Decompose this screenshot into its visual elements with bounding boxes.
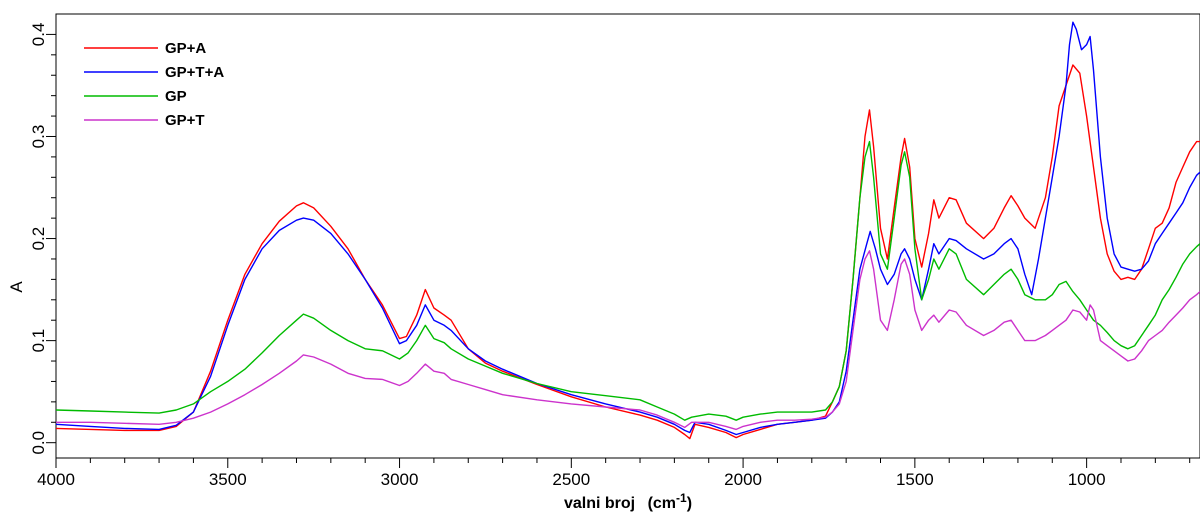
- series-line-1: [55, 21, 1200, 436]
- y-tick-label-1: 0.1: [29, 329, 48, 353]
- series-line-2: [55, 140, 1200, 421]
- legend-label-0: GP+A: [165, 40, 206, 57]
- x-tick-label-4000: 4000: [37, 470, 75, 489]
- x-axis-title-unit: (cm: [648, 495, 676, 512]
- legend-label-1: GP+T+A: [165, 64, 224, 81]
- x-axis-title-unit-exp: -1: [676, 491, 687, 505]
- x-tick-label-1500: 1500: [896, 470, 934, 489]
- legend-label-2: GP: [165, 88, 187, 105]
- x-axis-title-text: valni broj: [564, 495, 635, 512]
- x-axis: 4000 3500 3000 2500 2000 1500 1000: [37, 458, 1191, 489]
- x-tick-label-1000: 1000: [1068, 470, 1106, 489]
- series-layer: [55, 21, 1200, 440]
- x-axis-title: valni broj (cm-1): [564, 491, 692, 512]
- y-axis-title: A: [7, 281, 26, 293]
- legend: GP+A GP+T+A GP GP+T: [84, 40, 224, 129]
- legend-label-3: GP+T: [165, 112, 205, 129]
- x-tick-label-2500: 2500: [552, 470, 590, 489]
- x-axis-title-unit-close: ): [687, 495, 692, 512]
- y-axis: 0.0 0.1 0.2 0.3 0.4: [29, 23, 56, 455]
- series-line-3: [56, 250, 1200, 431]
- y-tick-label-0: 0.0: [29, 431, 48, 455]
- x-tick-label-2000: 2000: [724, 470, 762, 489]
- x-tick-label-3000: 3000: [381, 470, 419, 489]
- x-tick-label-3500: 3500: [209, 470, 247, 489]
- y-tick-label-4: 0.4: [29, 23, 48, 47]
- plot-frame: [55, 13, 1200, 459]
- y-tick-label-2: 0.2: [29, 227, 48, 251]
- y-tick-label-3: 0.3: [29, 125, 48, 149]
